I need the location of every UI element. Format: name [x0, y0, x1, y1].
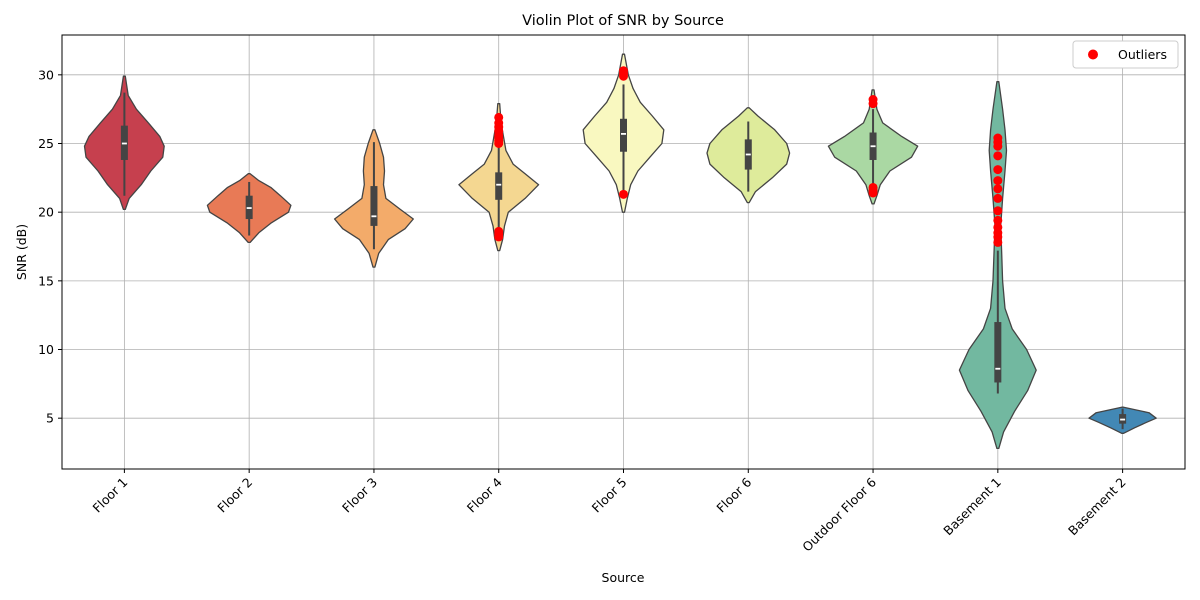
x-tick-label: Outdoor Floor 6 [799, 474, 879, 554]
y-tick-label: 5 [46, 411, 54, 426]
outlier-point [993, 237, 1003, 247]
legend: Outliers [1072, 40, 1179, 69]
outlier-point [993, 193, 1003, 203]
violin-group [827, 89, 919, 205]
violin-iqr-box [495, 172, 503, 200]
x-tick-label: Basement 1 [940, 475, 1004, 539]
outlier-point [993, 141, 1003, 151]
outlier-point [993, 215, 1003, 225]
violin-group [958, 81, 1037, 450]
x-tick-label: Floor 2 [214, 475, 255, 516]
x-tick-label: Floor 1 [89, 475, 130, 516]
y-tick-label: 25 [38, 136, 54, 151]
x-axis-label: Source [602, 570, 645, 585]
outlier-point [494, 139, 504, 148]
outlier-point [993, 165, 1003, 175]
outlier-point [993, 151, 1003, 161]
violin-iqr-box [994, 322, 1002, 383]
outlier-point [868, 188, 878, 198]
violin-iqr-box [370, 186, 378, 226]
violin-group [706, 107, 791, 204]
y-tick-label: 20 [38, 205, 54, 220]
violin-group [83, 75, 165, 211]
y-axis-label: SNR (dB) [14, 224, 29, 280]
chart-title: Violin Plot of SNR by Source [522, 13, 724, 29]
legend-frame [1072, 40, 1179, 69]
x-tick-label: Floor 5 [589, 475, 630, 516]
outlier-point [993, 184, 1003, 194]
outlier-point [494, 232, 504, 242]
x-tick-label: Floor 6 [713, 474, 754, 515]
x-tick-label: Basement 2 [1065, 475, 1129, 539]
outlier-point [868, 99, 878, 109]
y-tick-label: 10 [38, 342, 54, 357]
violin-group [582, 53, 665, 213]
outlier-point [619, 189, 628, 199]
outlier-point [619, 71, 628, 81]
violin-group [206, 173, 292, 244]
y-tick-label: 15 [38, 273, 54, 288]
violin-group [333, 129, 414, 268]
y-tick-label: 30 [38, 67, 54, 82]
violin-group [458, 103, 540, 252]
violin-group [1088, 406, 1157, 434]
x-tick-label: Floor 4 [464, 474, 505, 515]
violin-iqr-box [620, 118, 627, 152]
legend-outlier-marker [1088, 49, 1098, 60]
legend-label-outliers: Outliers [1118, 47, 1167, 62]
outlier-point [993, 176, 1003, 186]
x-tick-label: Floor 3 [339, 475, 380, 516]
outlier-point [993, 206, 1003, 216]
